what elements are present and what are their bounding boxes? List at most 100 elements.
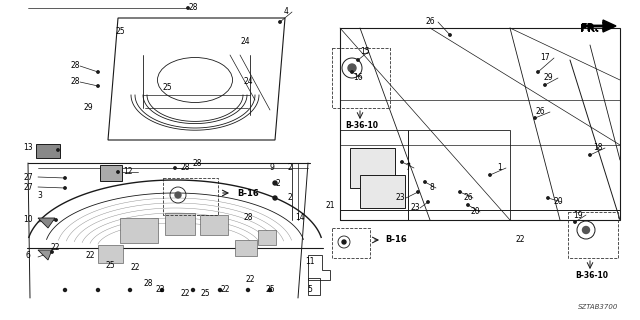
Polygon shape [38, 218, 55, 228]
Circle shape [467, 204, 469, 206]
Text: 3: 3 [38, 191, 42, 201]
Text: 11: 11 [305, 258, 315, 267]
Circle shape [589, 154, 591, 156]
Circle shape [427, 201, 429, 203]
Circle shape [55, 219, 57, 221]
Text: 2: 2 [287, 164, 292, 172]
Circle shape [279, 21, 281, 23]
Text: 26: 26 [463, 194, 473, 203]
Text: 22: 22 [220, 285, 230, 294]
Circle shape [449, 34, 451, 36]
Text: B-36-10: B-36-10 [346, 121, 378, 130]
Circle shape [574, 221, 576, 223]
Text: 25: 25 [115, 28, 125, 36]
Text: 22: 22 [180, 289, 189, 298]
Circle shape [129, 289, 131, 292]
Text: 25: 25 [105, 260, 115, 269]
Bar [36, 144, 60, 158]
Text: B-16: B-16 [237, 188, 259, 197]
Text: 27: 27 [23, 172, 33, 181]
Text: 21: 21 [325, 201, 335, 210]
Text: 12: 12 [124, 167, 132, 177]
Text: FR.: FR. [580, 24, 600, 34]
Text: 28: 28 [243, 213, 253, 222]
Text: FR.: FR. [580, 23, 598, 33]
Polygon shape [38, 250, 52, 260]
Circle shape [459, 191, 461, 193]
Text: 2: 2 [276, 179, 280, 188]
Text: 20: 20 [470, 207, 480, 217]
Circle shape [401, 161, 403, 163]
Text: 28: 28 [192, 158, 202, 167]
Circle shape [97, 85, 99, 87]
Text: 28: 28 [70, 77, 80, 86]
Text: 26: 26 [535, 108, 545, 116]
Bar [163, 178, 218, 215]
Circle shape [63, 289, 67, 292]
Text: 2: 2 [287, 194, 292, 203]
Circle shape [97, 71, 99, 73]
Circle shape [116, 171, 119, 173]
Circle shape [64, 177, 66, 179]
Circle shape [57, 149, 60, 151]
Bar [258, 230, 276, 245]
Bar [235, 240, 257, 256]
Text: B-36-10: B-36-10 [575, 270, 609, 279]
Circle shape [64, 187, 66, 189]
Text: 6: 6 [26, 252, 31, 260]
Bar [332, 228, 370, 258]
Text: 25: 25 [162, 84, 172, 92]
Text: 10: 10 [23, 215, 33, 225]
Text: 28: 28 [180, 164, 189, 172]
Bar [340, 28, 620, 220]
Text: 24: 24 [243, 77, 253, 86]
Text: 24: 24 [240, 37, 250, 46]
Circle shape [537, 71, 540, 73]
Text: 19: 19 [573, 211, 583, 220]
Text: SZTAB3700: SZTAB3700 [578, 304, 618, 310]
Text: 28: 28 [143, 278, 153, 287]
Circle shape [273, 196, 277, 200]
Text: 7: 7 [406, 164, 410, 172]
Text: 23: 23 [395, 194, 405, 203]
Text: 27: 27 [23, 182, 33, 191]
Text: 17: 17 [540, 53, 550, 62]
Polygon shape [603, 20, 616, 32]
Text: 28: 28 [188, 4, 198, 12]
Bar [200, 215, 228, 235]
Text: 22: 22 [245, 276, 255, 284]
Text: 25: 25 [265, 285, 275, 294]
Text: 15: 15 [360, 47, 370, 57]
Circle shape [357, 59, 359, 61]
Circle shape [161, 289, 163, 292]
Circle shape [269, 289, 271, 292]
Text: 23: 23 [410, 204, 420, 212]
Circle shape [246, 289, 250, 292]
Circle shape [97, 289, 99, 292]
Circle shape [273, 181, 277, 185]
Circle shape [51, 251, 53, 253]
Bar [165, 213, 195, 235]
Circle shape [351, 71, 353, 73]
Text: B-16: B-16 [385, 236, 407, 244]
Bar [360, 175, 405, 208]
Text: 28: 28 [70, 61, 80, 70]
Bar [98, 245, 123, 263]
Circle shape [417, 191, 419, 193]
Circle shape [174, 167, 176, 169]
Text: 22: 22 [131, 263, 140, 273]
Text: 22: 22 [51, 244, 60, 252]
Text: 13: 13 [23, 143, 33, 153]
Text: 29: 29 [543, 74, 553, 83]
Circle shape [175, 192, 181, 198]
Text: 5: 5 [308, 285, 312, 294]
Text: 29: 29 [83, 103, 93, 113]
Text: 26: 26 [425, 18, 435, 27]
Bar [332, 48, 390, 108]
Text: 4: 4 [284, 7, 289, 17]
Bar [100, 165, 122, 181]
Text: 22: 22 [156, 285, 164, 294]
Circle shape [582, 227, 589, 234]
Circle shape [424, 181, 426, 183]
Text: 9: 9 [269, 164, 275, 172]
